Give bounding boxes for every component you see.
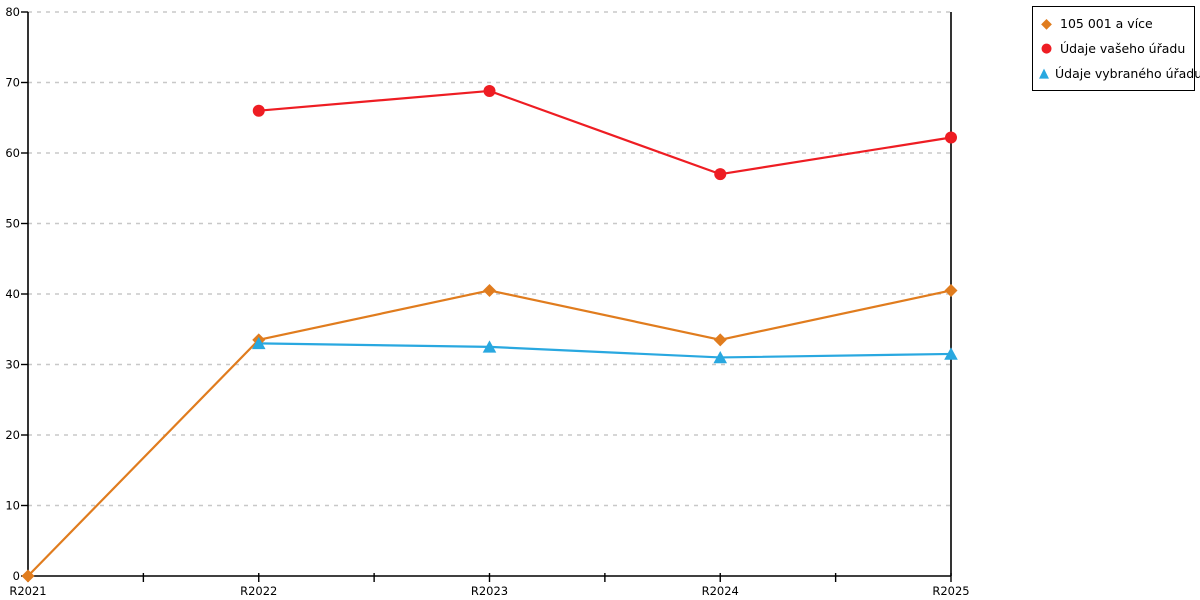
data-point-triangle: [713, 350, 728, 364]
data-point-diamond: [713, 333, 727, 347]
circle-marker-icon: ●: [1040, 41, 1053, 56]
legend-item: ◆ 105 001 a více: [1039, 16, 1188, 31]
y-tick-label: 0: [13, 569, 20, 583]
x-tick-label: R2022: [240, 584, 277, 598]
y-tick-label: 10: [5, 499, 20, 513]
x-tick-label: R2023: [471, 584, 508, 598]
y-tick-label: 60: [5, 146, 20, 160]
data-point-diamond: [483, 283, 496, 297]
series-line-1: [258, 89, 952, 176]
data-point-circle: [483, 84, 496, 97]
data-point-diamond: [21, 569, 35, 583]
data-point-circle: [945, 131, 957, 144]
data-point-triangle: [482, 340, 497, 353]
y-tick-label: 80: [5, 5, 20, 19]
legend-item: ● Údaje vašeho úřadu: [1039, 41, 1188, 56]
y-tick-label: 50: [5, 217, 20, 231]
legend-item: ▲ Údaje vybraného úřadu: [1039, 66, 1200, 81]
data-point-circle: [714, 168, 727, 181]
x-tick-label: R2024: [702, 584, 739, 598]
diamond-marker-icon: ◆: [1041, 15, 1052, 32]
data-point-triangle: [944, 347, 958, 360]
series-line-2: [258, 342, 952, 359]
x-tick-label: R2025: [932, 584, 969, 598]
legend-label: Údaje vašeho úřadu: [1060, 41, 1186, 56]
legend: ◆ 105 001 a více ● Údaje vašeho úřadu ▲ …: [1032, 6, 1200, 91]
data-point-diamond: [944, 283, 958, 297]
series-line-0: [27, 289, 952, 577]
data-point-circle: [252, 104, 265, 117]
legend-label: 105 001 a více: [1060, 16, 1153, 31]
legend-label: Údaje vybraného úřadu: [1055, 66, 1200, 81]
triangle-marker-icon: ▲: [1039, 66, 1049, 81]
data-point-triangle: [251, 336, 266, 350]
y-tick-label: 70: [5, 76, 20, 90]
x-tick-label: R2021: [9, 584, 46, 598]
y-tick-label: 30: [5, 358, 20, 372]
y-tick-label: 20: [5, 428, 20, 442]
y-tick-label: 40: [5, 287, 20, 301]
